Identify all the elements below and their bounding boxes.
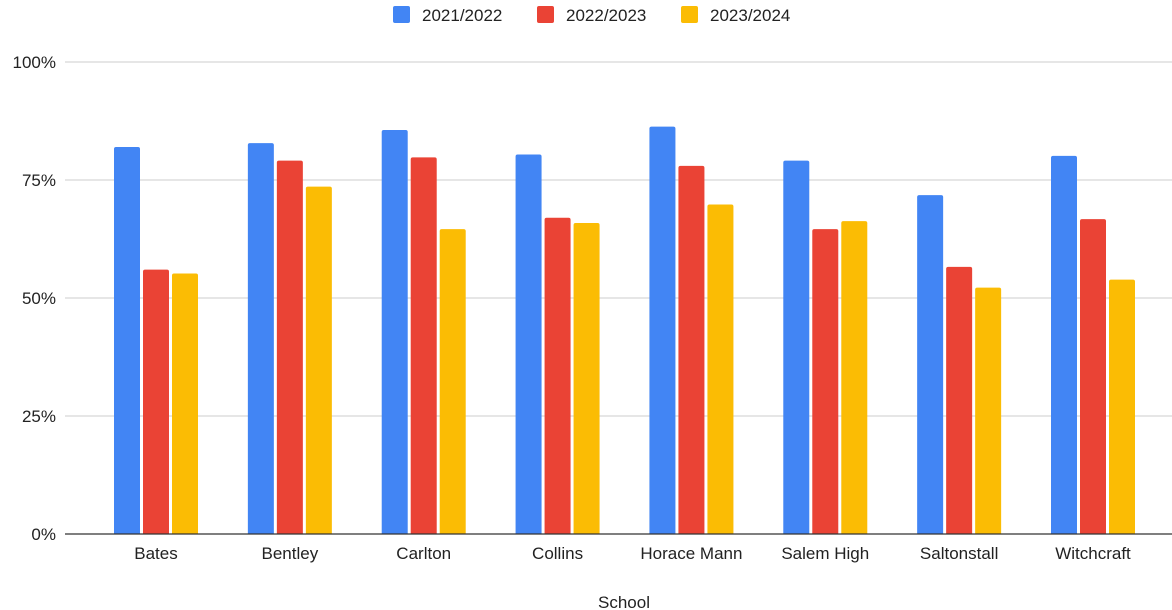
legend-label: 2023/2024 [710, 6, 790, 25]
bar-collins-2022-2023 [544, 217, 571, 534]
y-axis-ticks: 0% 25% 50% 75% 100% [13, 53, 56, 544]
bar-bates-2022-2023 [143, 269, 169, 534]
bar-bates-2021-2022 [114, 146, 140, 534]
gridlines [65, 61, 1172, 417]
bar-bentley-2021-2022 [247, 143, 274, 534]
y-tick-label: 0% [31, 525, 56, 544]
bar-bates-2023-2024 [172, 273, 198, 534]
bar-witchcraft-2023-2024 [1109, 279, 1135, 534]
legend-label: 2021/2022 [422, 6, 502, 25]
bar-collins-2023-2024 [573, 222, 600, 534]
legend: 2021/2022 2022/2023 2023/2024 [393, 6, 790, 25]
bar-carlton-2021-2022 [381, 129, 408, 534]
legend-swatch-2022-2023 [537, 6, 554, 23]
y-tick-label: 25% [22, 407, 56, 426]
y-tick-label: 75% [22, 171, 56, 190]
x-tick-label: Saltonstall [920, 544, 998, 563]
legend-swatch-2023-2024 [681, 6, 698, 23]
x-tick-label: Horace Mann [640, 544, 742, 563]
x-tick-label: Carlton [396, 544, 451, 563]
bar-saltonstall-2023-2024 [975, 287, 1002, 534]
bar-saltonstall-2021-2022 [917, 195, 944, 534]
bars [114, 126, 1135, 535]
bar-salem-high-2022-2023 [812, 229, 839, 534]
x-axis-ticks: Bates Bentley Carlton Collins Horace Mann Sal… [134, 544, 1131, 563]
bar-horace-mann-2023-2024 [707, 204, 734, 534]
bar-collins-2021-2022 [515, 154, 542, 534]
x-tick-label: Salem High [781, 544, 869, 563]
legend-label: 2022/2023 [566, 6, 646, 25]
bar-salem-high-2021-2022 [783, 160, 810, 534]
x-axis-title: School [598, 593, 650, 610]
bar-carlton-2022-2023 [410, 157, 437, 534]
y-tick-label: 50% [22, 289, 56, 308]
bar-salem-high-2023-2024 [841, 221, 868, 534]
bar-carlton-2023-2024 [439, 229, 466, 534]
bar-witchcraft-2021-2022 [1051, 155, 1077, 535]
x-tick-label: Bates [134, 544, 177, 563]
bar-bentley-2022-2023 [276, 160, 303, 534]
y-tick-label: 100% [13, 53, 56, 72]
bar-saltonstall-2022-2023 [946, 266, 973, 534]
bar-bentley-2023-2024 [305, 186, 332, 534]
legend-swatch-2021-2022 [393, 6, 410, 23]
bar-witchcraft-2022-2023 [1080, 219, 1106, 534]
bar-horace-mann-2022-2023 [678, 165, 705, 534]
x-tick-label: Bentley [262, 544, 319, 563]
bar-horace-mann-2021-2022 [649, 126, 676, 534]
x-tick-label: Witchcraft [1055, 544, 1131, 563]
x-tick-label: Collins [532, 544, 583, 563]
